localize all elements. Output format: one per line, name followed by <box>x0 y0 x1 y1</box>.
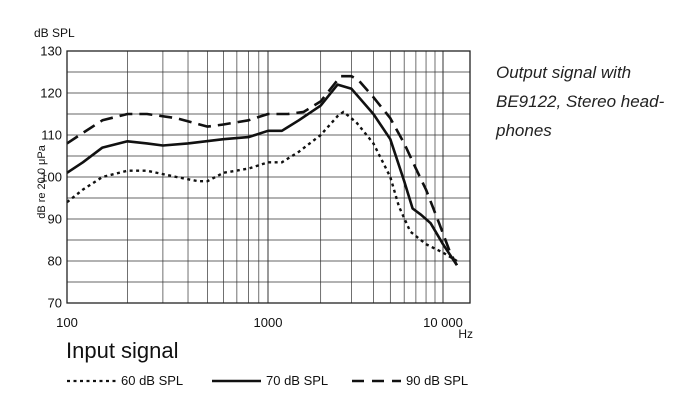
y-axis-label: dB re 20,0 μPa <box>36 144 48 218</box>
x-tick-label: 10 000 <box>423 315 463 330</box>
y-tick-label: 90 <box>48 212 62 227</box>
x-tick-label: 1000 <box>254 315 283 330</box>
x-unit-label: Hz <box>458 327 473 341</box>
caption-line: BE9122, Stereo head- <box>496 92 665 111</box>
legend-label: 60 dB SPL <box>121 373 184 388</box>
caption-line: phones <box>496 121 552 140</box>
legend-label: 90 dB SPL <box>406 373 469 388</box>
plot-frame <box>66 50 471 304</box>
legend-swatch-dotted <box>67 379 116 383</box>
series-line-70-db-spl <box>66 83 458 266</box>
y-tick-label: 80 <box>48 254 62 269</box>
legend-title: Input signal <box>66 338 179 363</box>
series-line-60-db-spl <box>66 110 458 263</box>
y-tick-label: 70 <box>48 296 62 311</box>
x-tick-label: 100 <box>56 315 78 330</box>
y-tick-label: 130 <box>40 44 62 59</box>
chart-caption: Output signal with BE9122, Stereo head- … <box>496 58 676 145</box>
y-tick-label: 100 <box>40 170 62 185</box>
legend-label: 70 dB SPL <box>266 373 329 388</box>
y-tick-label: 120 <box>40 86 62 101</box>
caption-line: Output signal with <box>496 63 632 82</box>
legend-swatch-solid <box>212 379 261 383</box>
y-unit-label: dB SPL <box>34 26 75 40</box>
legend-swatch-dashed <box>352 379 401 383</box>
y-tick-label: 110 <box>41 128 62 143</box>
series-line-90-db-spl <box>66 74 459 266</box>
